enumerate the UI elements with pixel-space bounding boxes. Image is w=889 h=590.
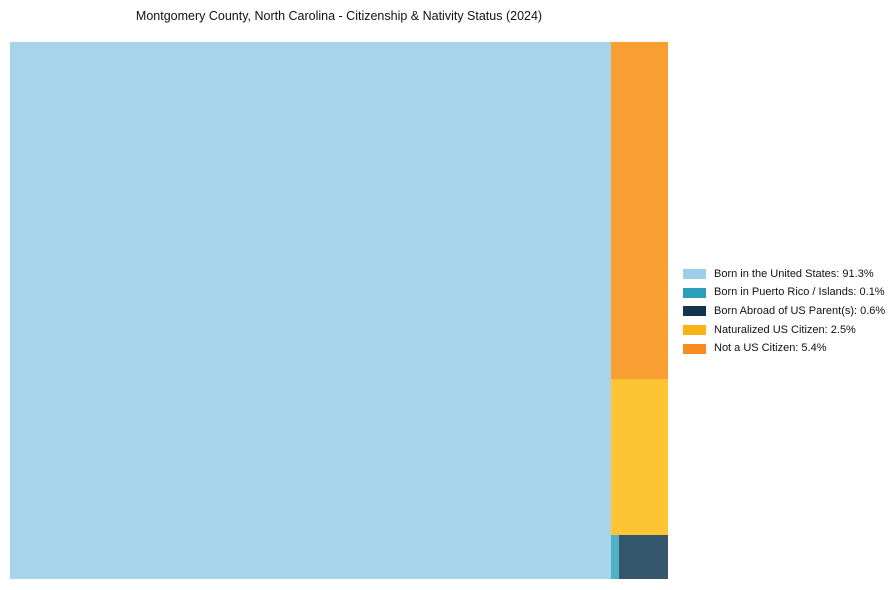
chart-legend: Born in the United States: 91.3% Born in … [683,265,885,358]
legend-swatch-naturalized-us-citizen [683,325,706,336]
treemap-plot [10,42,668,579]
legend-item-born-in-the-united-states[interactable]: Born in the United States: 91.3% [683,265,885,284]
legend-item-not-a-us-citizen[interactable]: Not a US Citizen: 5.4% [683,339,885,358]
treemap-block-not-a-us-citizen[interactable] [611,42,668,380]
legend-label: Born Abroad of US Parent(s): 0.6% [714,304,886,317]
treemap-block-born-in-puerto-rico-islands[interactable] [611,535,620,579]
treemap-block-born-abroad-of-us-parent-s[interactable] [619,535,668,579]
legend-label: Naturalized US Citizen: 2.5% [714,323,856,336]
legend-swatch-born-abroad-of-us-parent-s [683,306,706,317]
legend-swatch-born-in-the-united-states [683,269,706,280]
legend-label: Born in Puerto Rico / Islands: 0.1% [714,286,885,299]
treemap-block-born-in-the-united-states[interactable] [10,42,612,579]
legend-label: Not a US Citizen: 5.4% [714,342,827,355]
legend-swatch-born-in-puerto-rico-islands [683,287,706,298]
legend-item-naturalized-us-citizen[interactable]: Naturalized US Citizen: 2.5% [683,321,885,340]
chart-title: Montgomery County, North Carolina - Citi… [135,9,543,23]
legend-label: Born in the United States: 91.3% [714,267,874,280]
legend-item-born-in-puerto-rico-islands[interactable]: Born in Puerto Rico / Islands: 0.1% [683,284,885,303]
legend-swatch-not-a-us-citizen [683,343,706,354]
treemap-block-naturalized-us-citizen[interactable] [611,379,668,536]
legend-item-born-abroad-of-us-parent-s[interactable]: Born Abroad of US Parent(s): 0.6% [683,302,885,321]
